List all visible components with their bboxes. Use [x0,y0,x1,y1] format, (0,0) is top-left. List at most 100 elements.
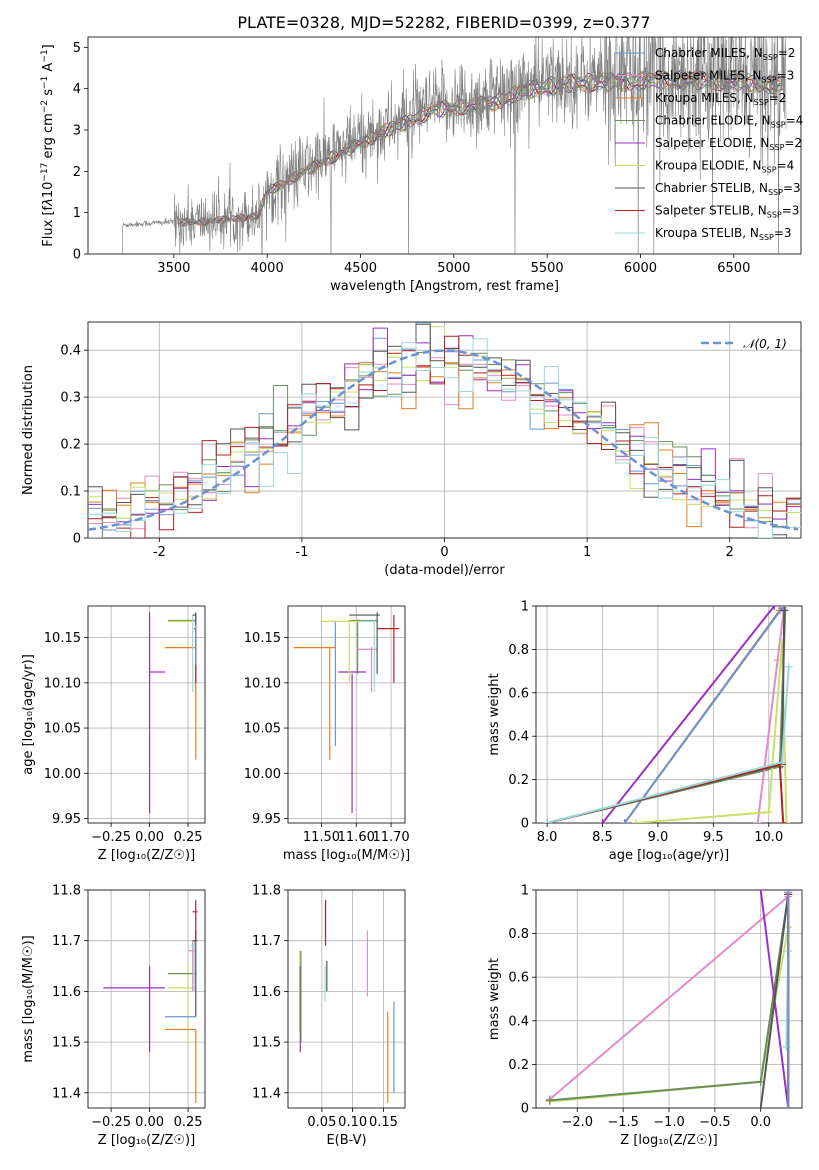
x-tick-label: 11.60 [338,830,375,845]
legend-label: Salpeter MILES, NSSP=3 [655,69,794,85]
y-tick-label: 4 [73,82,81,97]
legend-label: Chabrier STELIB, NSSP=3 [655,181,801,197]
x-tick-label: 4500 [344,261,377,276]
y-tick-label: 10.05 [244,722,281,737]
y-tick-label: 0.1 [60,485,81,500]
errorbar-point [338,671,366,814]
x-axis-label: wavelength [Angstrom, rest frame] [330,279,559,294]
y-tick-label: 9.95 [252,812,281,827]
x-tick-label: -2 [153,545,166,560]
mass-vs-Z-panel: −0.25 0.00 0.25 11.4 11.5 11.6 11.7 11.8 Z [log₁… [21,884,206,1148]
errorbar-point [103,966,165,1053]
y-tick-label: 11.4 [52,1086,81,1101]
x-axis-label: E(B-V) [326,1133,366,1148]
x-axis-label: mass [log₁₀(M/M☉)] [283,848,410,863]
errorbar-point [164,646,197,760]
x-tick-label: 11.70 [372,830,409,845]
x-tick-label: 8.0 [537,830,558,845]
y-tick-label: 0 [73,532,81,547]
axes-frame [287,605,406,824]
errorbar-point [168,971,197,977]
y-tick-label: 10.10 [44,676,81,691]
x-tick-label: −0.25 [91,830,131,845]
x-tick-label: 0.15 [369,1115,398,1130]
y-tick-label: 11.7 [52,934,81,949]
x-tick-label: 5500 [531,261,564,276]
legend-label: Kroupa MILES, NSSP=2 [655,91,786,107]
x-axis-label: Z [log₁₀(Z/Z☉)] [620,1133,717,1148]
weight-line [601,606,776,823]
y-tick-label: 10.00 [244,767,281,782]
x-tick-label: −2.0 [561,1115,593,1130]
y-tick-label: 10.05 [44,722,81,737]
errorbar-point [191,615,196,692]
legend-label: Salpeter ELODIE, NSSP=2 [655,136,802,152]
errorbar-point [148,612,165,814]
x-tick-label: 10.0 [754,830,783,845]
weight-line [546,666,790,823]
y-axis-label: mass weight [487,958,502,1040]
x-tick-label: 5000 [437,261,470,276]
y-tick-label: 0 [521,817,529,832]
y-tick-label: 0.3 [60,391,81,406]
errorbar-point [349,612,380,674]
y-tick-label: 11.6 [52,985,81,1000]
weight-series [598,606,779,823]
y-tick-label: 1 [521,600,529,615]
errorbar-point [377,615,400,683]
residual-histogram [88,338,801,538]
y-axis-label: Flux [fλ10−17 erg cm−2 s−1 A−1] [40,44,56,246]
residuals-panel: -2 -1 0 1 2 0 0.1 0.2 0.3 0.4 (data-model)/error No… [21,321,802,578]
y-tick-label: 0.6 [508,971,529,986]
legend-label: Chabrier ELODIE, NSSP=4 [655,114,803,130]
weight-line [549,895,789,1101]
y-tick-label: 11.7 [252,934,281,949]
x-axis-label: Z [log₁₀(Z/Z☉)] [98,848,195,863]
y-tick-label: 0.4 [508,1014,529,1029]
legend-label: Chabrier MILES, NSSP=2 [655,46,795,62]
errorbar-point [349,619,378,674]
y-tick-label: 1 [73,206,81,221]
x-tick-label: 0.05 [307,1115,336,1130]
axes-frame [87,889,206,1109]
weight-series [620,606,790,823]
x-tick-label: −0.5 [699,1115,731,1130]
legend-label: Salpeter STELIB, NSSP=3 [655,204,799,220]
x-tick-label: 9.0 [648,830,669,845]
y-tick-label: 10.00 [44,767,81,782]
y-axis-label: Normed distribution [21,365,36,495]
axes-frame [287,889,406,1109]
y-tick-label: 0.6 [508,686,529,701]
y-tick-label: 2 [73,165,81,180]
figure-title: PLATE=0328, MJD=52282, FIBERID=0399, z=0… [237,13,650,32]
x-tick-label: 1 [583,545,591,560]
y-tick-label: 0 [521,1102,529,1117]
x-tick-label: 4000 [251,261,284,276]
x-tick-label: 0.10 [338,1115,367,1130]
x-tick-label: 9.5 [703,830,724,845]
errorbar-point [293,646,336,760]
y-tick-label: 11.6 [252,985,281,1000]
axes-frame [87,321,802,539]
x-tick-label: 0.00 [135,1115,164,1130]
y-tick-label: 1 [521,884,529,899]
normal-distribution-curve [88,349,799,532]
y-tick-label: 0.2 [508,773,529,788]
legend-label: Kroupa ELODIE, NSSP=4 [655,159,794,175]
x-tick-label: 3500 [157,261,190,276]
x-tick-label: 0.0 [750,1115,771,1130]
spectrum-panel: 3500 4000 4500 5000 5500 6000 6500 0 1 2 3 4 5 wavele… [40,36,803,294]
legend-label: Kroupa STELIB, NSSP=3 [655,226,792,242]
x-axis-label: age [log₁₀(age/yr)] [609,848,730,863]
y-tick-label: 0.8 [508,927,529,942]
y-axis-label: mass weight [487,673,502,755]
errorbar-point [192,930,198,1017]
x-tick-label: −0.25 [91,1115,131,1130]
legend-label: 𝒩(0, 1) [743,337,787,351]
y-tick-label: 0.2 [508,1058,529,1073]
axes-frame [87,36,802,255]
mass-weight-vs-age-panel: 8.0 8.5 9.0 9.5 10.0 0 0.2 0.4 0.6 0.8 1 age [log₁₀… [487,600,803,863]
x-tick-label: −1.0 [653,1115,685,1130]
x-tick-label: 2 [726,545,734,560]
